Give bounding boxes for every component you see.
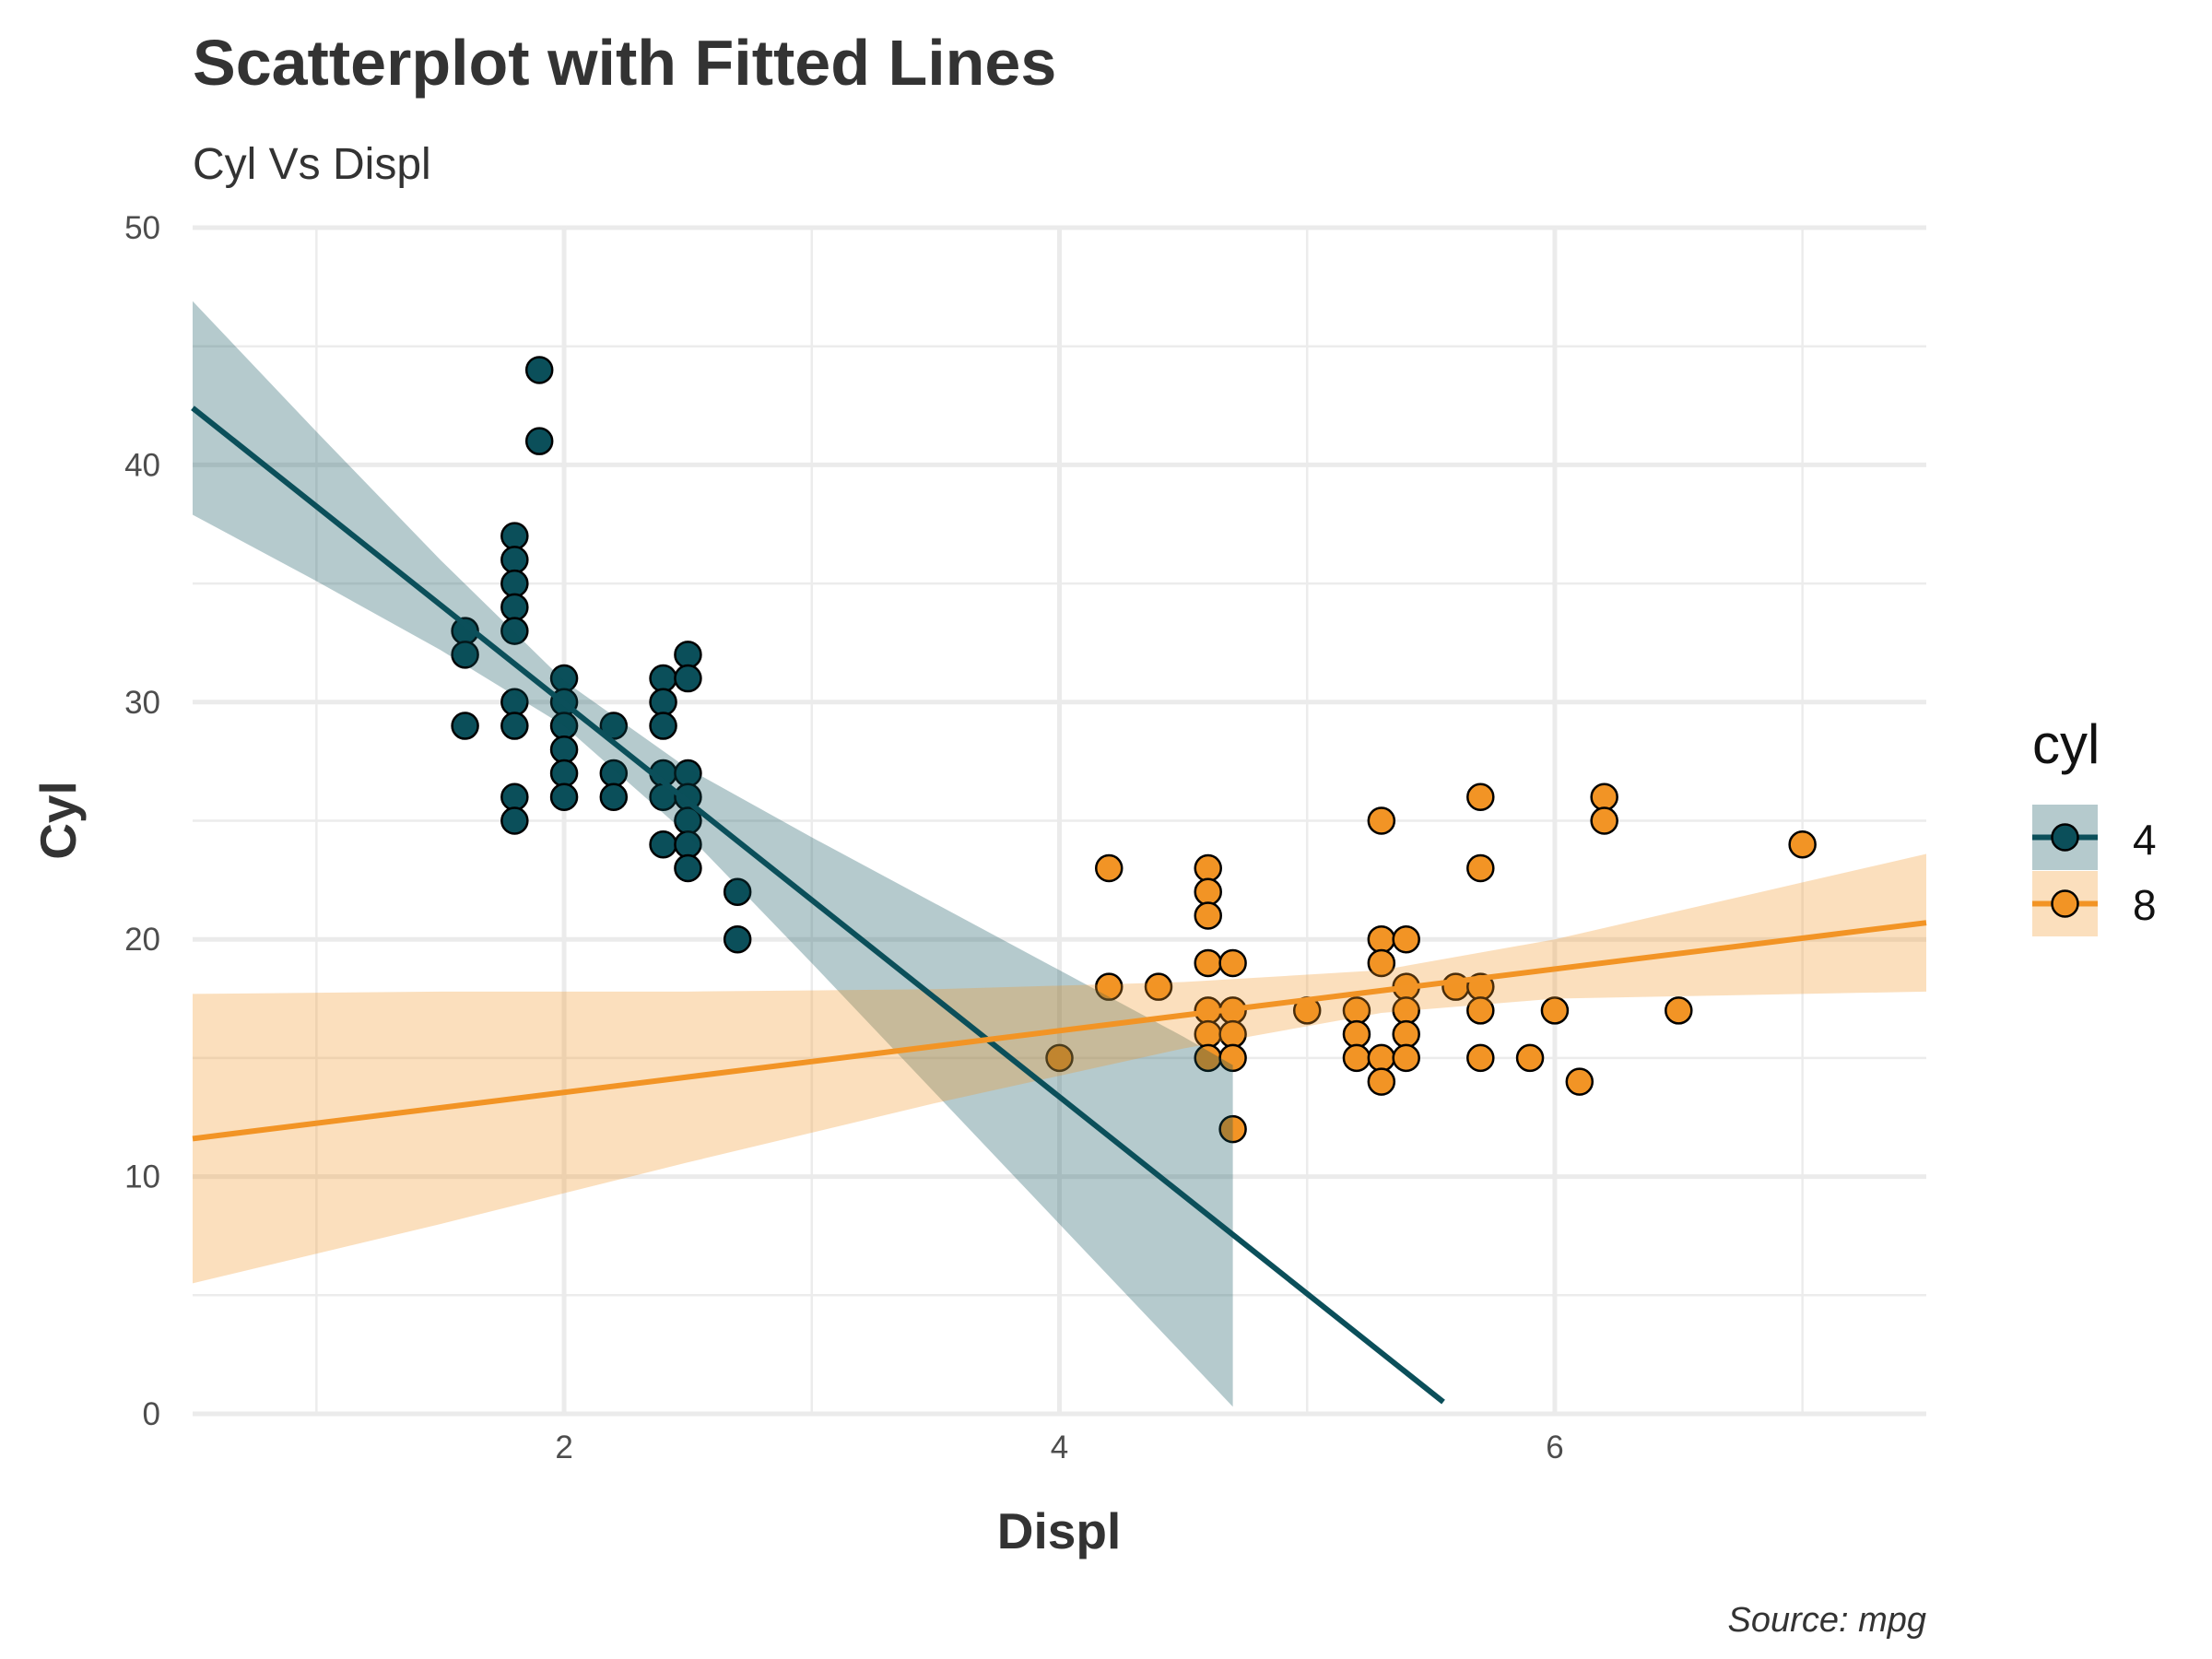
data-point-cyl-8 (1094, 853, 1124, 883)
data-point-cyl-4 (500, 522, 529, 550)
legend-title: cyl (2032, 713, 2100, 775)
data-point-cyl-4 (500, 546, 529, 574)
data-point-cyl-8 (1094, 972, 1124, 1001)
data-point-cyl-8 (1466, 1043, 1495, 1073)
data-point-cyl-8 (1466, 782, 1495, 812)
data-point-cyl-4 (500, 712, 529, 740)
y-tick-label: 0 (143, 1396, 160, 1432)
data-point-cyl-8 (1367, 1043, 1396, 1073)
data-point-cyl-8 (1367, 1067, 1396, 1096)
fitted-line-cyl-8 (192, 920, 1927, 1142)
y-tick-label: 30 (124, 685, 160, 721)
confidence-ribbon-cyl-8 (193, 853, 1926, 1284)
data-point-cyl-4 (674, 664, 702, 693)
legend-key-point-4 (2051, 823, 2079, 852)
y-tick-label: 20 (124, 922, 160, 958)
data-point-cyl-4 (674, 641, 702, 669)
data-point-cyl-4 (549, 735, 579, 764)
fitted-line-cyl-4 (191, 406, 1445, 1405)
chart-subtitle: Cyl Vs Displ (193, 140, 431, 189)
y-tick-label: 10 (124, 1159, 160, 1195)
data-point-cyl-8 (1218, 948, 1247, 978)
data-point-cyl-4 (549, 759, 579, 788)
grid (193, 225, 1926, 1417)
data-point-cyl-8 (1392, 924, 1420, 954)
data-point-cyl-8 (1665, 996, 1693, 1025)
data-point-cyl-4 (599, 712, 629, 740)
data-point-cyl-4 (549, 782, 579, 812)
data-point-cyl-4 (451, 641, 479, 669)
data-point-cyl-8 (1392, 1019, 1420, 1049)
x-axis-ticks: 2 4 6 (555, 1430, 1563, 1465)
data-point-cyl-8 (1367, 948, 1396, 978)
y-axis-title: Cyl (29, 781, 87, 860)
x-tick-label: 4 (1051, 1430, 1068, 1465)
fits-layer (191, 300, 1927, 1407)
data-point-cyl-8 (1392, 1043, 1420, 1073)
data-point-cyl-4 (500, 593, 529, 622)
data-point-cyl-4 (649, 664, 677, 693)
data-point-cyl-8 (1367, 806, 1396, 835)
data-point-cyl-4 (524, 427, 554, 455)
data-point-cyl-8 (1788, 830, 1817, 859)
legend: cyl 4 8 (2032, 713, 2157, 936)
legend-label-8: 8 (2133, 881, 2157, 929)
legend-keys (2032, 805, 2098, 936)
data-point-cyl-8 (1590, 806, 1618, 835)
data-point-cyl-4 (500, 569, 529, 598)
data-point-cyl-8 (1045, 1043, 1074, 1073)
legend-label-4: 4 (2133, 816, 2157, 864)
data-point-cyl-8 (1590, 782, 1618, 812)
data-point-cyl-4 (649, 712, 677, 740)
y-axis-ticks: 0 10 20 30 40 50 (124, 210, 160, 1432)
data-point-cyl-4 (674, 853, 702, 883)
caption: Source: mpg (1728, 1601, 1926, 1640)
data-point-cyl-8 (1466, 996, 1495, 1025)
x-tick-label: 2 (555, 1430, 572, 1465)
data-point-cyl-8 (1342, 1043, 1371, 1073)
data-point-cyl-8 (1218, 1043, 1247, 1073)
data-point-cyl-8 (1144, 972, 1173, 1001)
data-point-cyl-4 (723, 877, 752, 906)
data-point-cyl-4 (649, 688, 677, 717)
data-point-cyl-8 (1194, 877, 1222, 906)
data-point-cyl-8 (1515, 1043, 1545, 1073)
data-point-cyl-4 (599, 782, 629, 812)
data-point-cyl-4 (500, 782, 529, 812)
chart-title: Scatterplot with Fitted Lines (193, 27, 1056, 99)
x-axis-title: Displ (997, 1502, 1121, 1559)
data-point-cyl-8 (1466, 853, 1495, 883)
data-point-cyl-8 (1565, 1067, 1594, 1096)
legend-key-point-8 (2051, 889, 2079, 918)
points-layer (451, 356, 1817, 1144)
data-point-cyl-4 (500, 617, 529, 645)
y-tick-label: 40 (124, 447, 160, 483)
data-point-cyl-8 (1540, 996, 1570, 1025)
data-point-cyl-4 (500, 806, 529, 835)
data-point-cyl-4 (451, 712, 479, 740)
data-point-cyl-8 (1218, 1114, 1247, 1144)
data-point-cyl-4 (723, 924, 752, 954)
data-point-cyl-8 (1342, 1019, 1371, 1049)
data-point-cyl-8 (1194, 853, 1222, 883)
data-point-cyl-4 (524, 356, 554, 384)
data-point-cyl-4 (649, 830, 677, 859)
data-point-cyl-8 (1194, 948, 1222, 978)
data-point-cyl-8 (1194, 901, 1222, 930)
x-tick-label: 6 (1546, 1430, 1563, 1465)
data-point-cyl-8 (1367, 924, 1396, 954)
y-tick-label: 50 (124, 210, 160, 246)
confidence-ribbon-cyl-4 (193, 300, 1233, 1407)
